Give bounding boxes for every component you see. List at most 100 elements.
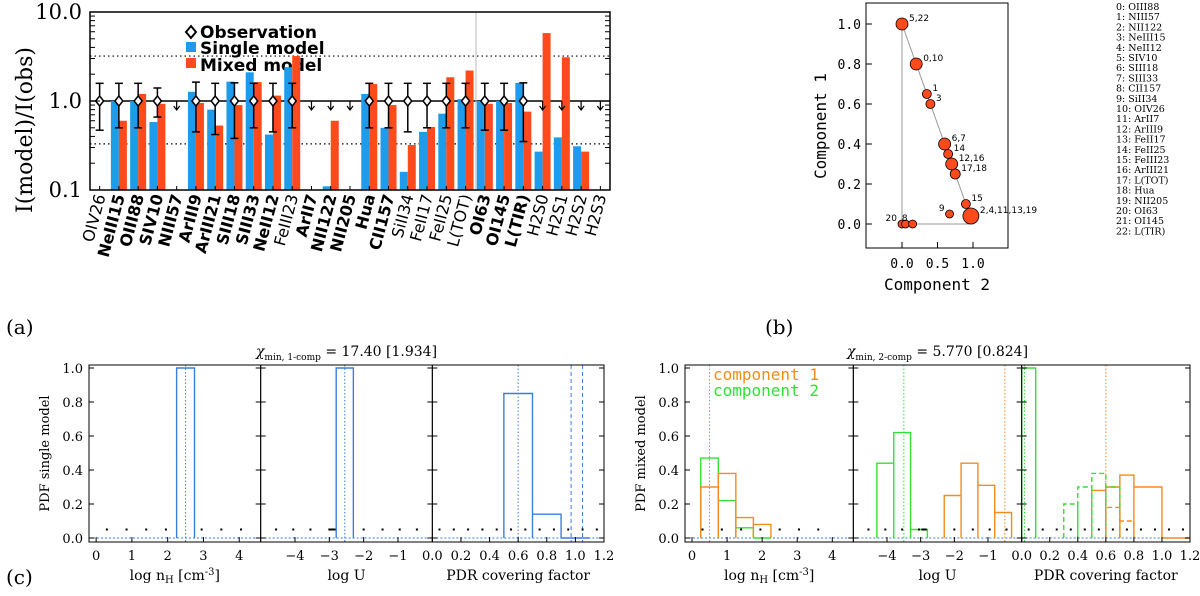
x-axis-label: log U: [327, 568, 365, 584]
chi-subscript: min, 2-comp: [855, 353, 912, 363]
axis-label-part: H: [165, 575, 174, 586]
bar-single-model: [438, 113, 447, 190]
bar-single-model: [284, 67, 293, 190]
bar-single-model: [553, 137, 562, 190]
scatter-point: [961, 199, 971, 209]
bar-single-model: [110, 101, 119, 190]
sample-dot: [495, 528, 498, 531]
sample-dot: [917, 528, 920, 531]
index-label: 3: NeIII15: [1116, 33, 1166, 44]
sample-dot: [1041, 528, 1044, 531]
sample-dot: [1097, 528, 1100, 531]
sample-dot: [398, 528, 401, 531]
point-label: 6,7: [952, 134, 966, 144]
x-axis-label: log nH [cm-3]: [724, 567, 814, 586]
bar-mixed-model: [407, 145, 416, 190]
index-label: 19: NII205: [1116, 196, 1168, 207]
axis-label-part: [cm: [768, 568, 799, 584]
sample-dot: [817, 528, 820, 531]
sample-dot: [292, 528, 295, 531]
bar-mixed-model: [272, 95, 281, 190]
bar-single-model: [515, 82, 524, 190]
x-tick-label: 0.2: [451, 549, 472, 564]
bar-mixed-model: [561, 57, 570, 190]
x-axis-label: log nH [cm-3]: [130, 567, 220, 586]
x-tick-label: 2: [164, 549, 172, 564]
scatter-point: [921, 89, 932, 99]
point-label: 20: [886, 214, 898, 224]
observation-diamond: [364, 94, 375, 108]
x-tick-label: 0.8: [536, 549, 557, 564]
point-label: 9: [939, 204, 945, 214]
sample-dot: [1083, 528, 1086, 531]
x-tick-label: 2: [758, 549, 766, 564]
scatter-point: [945, 157, 959, 171]
upper-limit-arrow: [308, 101, 315, 111]
point-label: 12,16: [959, 154, 985, 164]
sample-dot: [988, 528, 991, 531]
bar-mixed-model: [330, 120, 339, 190]
scatter-point: [945, 209, 954, 219]
chi-symbol: χ: [846, 344, 857, 360]
x-tick-label: 0.6: [1095, 549, 1116, 564]
point-label: 3: [936, 94, 942, 104]
sample-dot: [867, 528, 870, 531]
observation-diamond: [383, 94, 394, 108]
y-tick-label: 0.2: [658, 498, 679, 513]
legend-label: component 1: [713, 365, 819, 384]
axis-label-part: -3: [799, 567, 809, 578]
histogram-subplot: −4 −3 −2 −1 log U: [852, 364, 1023, 584]
bar-mixed-model: [138, 93, 147, 190]
y-tick-label: 0.2: [838, 178, 861, 193]
legend-label: Mixed model: [200, 56, 322, 76]
sample-dot: [1153, 528, 1156, 531]
bar-mixed-model: [465, 70, 474, 190]
sample-dot: [1125, 528, 1128, 531]
x-tick-label: 0.2: [1039, 549, 1060, 564]
bar-single-model: [207, 109, 216, 190]
sample-dot: [125, 528, 128, 531]
upper-limit-arrow: [173, 101, 181, 111]
bar-single-model: [245, 72, 254, 190]
x-axis-label: PDR covering factor: [446, 568, 590, 584]
histogram-series: [700, 472, 772, 538]
index-label: 13: FeII17: [1116, 135, 1166, 146]
index-label: 14: FeII25: [1116, 145, 1166, 156]
constraint-triangle: [901, 23, 974, 225]
bar-mixed-model: [484, 103, 493, 190]
sample-dot: [1055, 528, 1058, 531]
legend-label: component 2: [713, 381, 819, 400]
histogram-subplot: 0 1 2 3 4 log nH [cm-3]: [88, 364, 262, 586]
sample-dot: [333, 528, 336, 531]
index-label: 17: L(TOT): [1116, 175, 1169, 186]
bar-single-model: [399, 171, 408, 190]
sample-dot: [953, 528, 956, 531]
scatter-point: [909, 57, 923, 71]
bar-mixed-model: [292, 56, 301, 190]
sample-dot: [145, 528, 148, 531]
x-tick-label: 3: [793, 549, 801, 564]
point-label: 14: [954, 144, 966, 154]
y-tick-label: 1.0: [838, 18, 861, 33]
sample-dot: [524, 528, 527, 531]
sample-dot: [1111, 528, 1114, 531]
axis-label-part: log n: [130, 568, 165, 584]
legend: Observation Single model Mixed model: [184, 23, 325, 76]
sample-dot: [415, 528, 418, 531]
bar-single-model: [534, 151, 543, 190]
sample-dot: [901, 528, 904, 531]
sample-dot: [510, 528, 513, 531]
sample-dot: [720, 528, 723, 531]
x-tick-label: 4: [828, 549, 836, 564]
bar-mixed-model: [195, 102, 204, 190]
x-tick-label: 0.4: [479, 549, 500, 564]
observation-diamond: [229, 94, 240, 108]
point-label: 5,22: [909, 14, 929, 24]
x-tick-label: −2: [354, 549, 373, 564]
subplot-frame: [852, 364, 1023, 543]
sample-dot: [105, 528, 108, 531]
x-tick-label: 1.2: [594, 549, 615, 564]
legend-mixed-model: Mixed model: [186, 56, 322, 76]
bar-single-model: [476, 101, 485, 190]
